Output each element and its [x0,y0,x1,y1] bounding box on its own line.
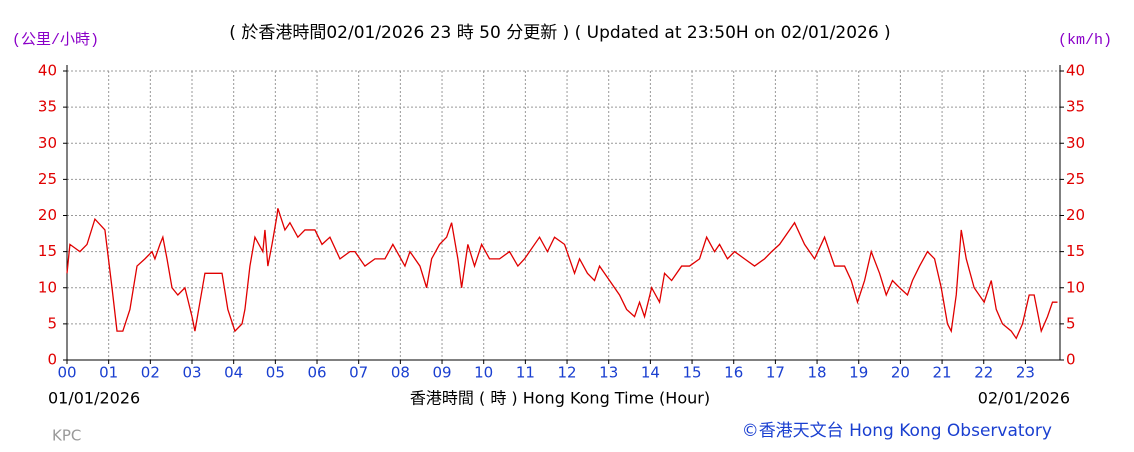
x-tick-label: 18 [808,364,827,382]
x-tick-label: 19 [849,364,868,382]
x-tick-label: 05 [266,364,285,382]
start-date: 01/01/2026 [48,389,140,408]
x-tick-label: 00 [57,364,76,382]
x-tick-label: 17 [766,364,785,382]
y2-tick-label: 40 [1066,62,1085,80]
x-tick-label: 06 [307,364,326,382]
x-tick-label: 09 [432,364,451,382]
x-tick-label: 01 [99,364,118,382]
y2-tick-label: 10 [1066,278,1085,296]
end-date: 02/01/2026 [978,389,1070,408]
x-tick-label: 02 [141,364,160,382]
y-tick-label: 20 [38,206,57,224]
x-tick-label: 16 [724,364,743,382]
y-tick-label: 15 [38,242,57,260]
x-tick-label: 11 [516,364,535,382]
station-code: KPC [52,427,81,445]
y-tick-label: 30 [38,134,57,152]
wind-speed-line [66,208,1058,340]
x-tick-label: 13 [599,364,618,382]
x-tick-label: 21 [933,364,952,382]
x-tick-label: 15 [683,364,702,382]
y2-axis-label: (km/h) [1058,32,1112,49]
y2-tick-label: 5 [1066,314,1076,332]
x-tick-label: 08 [391,364,410,382]
x-tick-label: 07 [349,364,368,382]
x-tick-label: 03 [182,364,201,382]
x-tick-label: 22 [974,364,993,382]
y-axis-label: (公里/小時) [12,31,99,49]
credit: ©香港天文台 Hong Kong Observatory [742,421,1052,441]
y2-tick-label: 0 [1066,351,1076,369]
y-tick-label: 5 [47,314,57,332]
y2-tick-label: 15 [1066,242,1085,260]
x-tick-label: 04 [224,364,243,382]
x-axis-label: 香港時間 ( 時 ) Hong Kong Time (Hour) [410,389,710,408]
y-tick-label: 35 [38,98,57,116]
x-tick-label: 12 [557,364,576,382]
y-tick-label: 0 [47,351,57,369]
y2-tick-label: 30 [1066,134,1085,152]
chart-title: ( 於香港時間02/01/2026 23 時 50 分更新 ) ( Update… [229,23,890,43]
y2-tick-label: 25 [1066,170,1085,188]
y2-tick-label: 35 [1066,98,1085,116]
x-tick-label: 10 [474,364,493,382]
y2-tick-label: 20 [1066,206,1085,224]
y-tick-label: 10 [38,278,57,296]
y-tick-label: 40 [38,62,57,80]
x-tick-label: 14 [641,364,660,382]
y-tick-label: 25 [38,170,57,188]
x-tick-label: 20 [891,364,910,382]
x-tick-label: 23 [1016,364,1035,382]
